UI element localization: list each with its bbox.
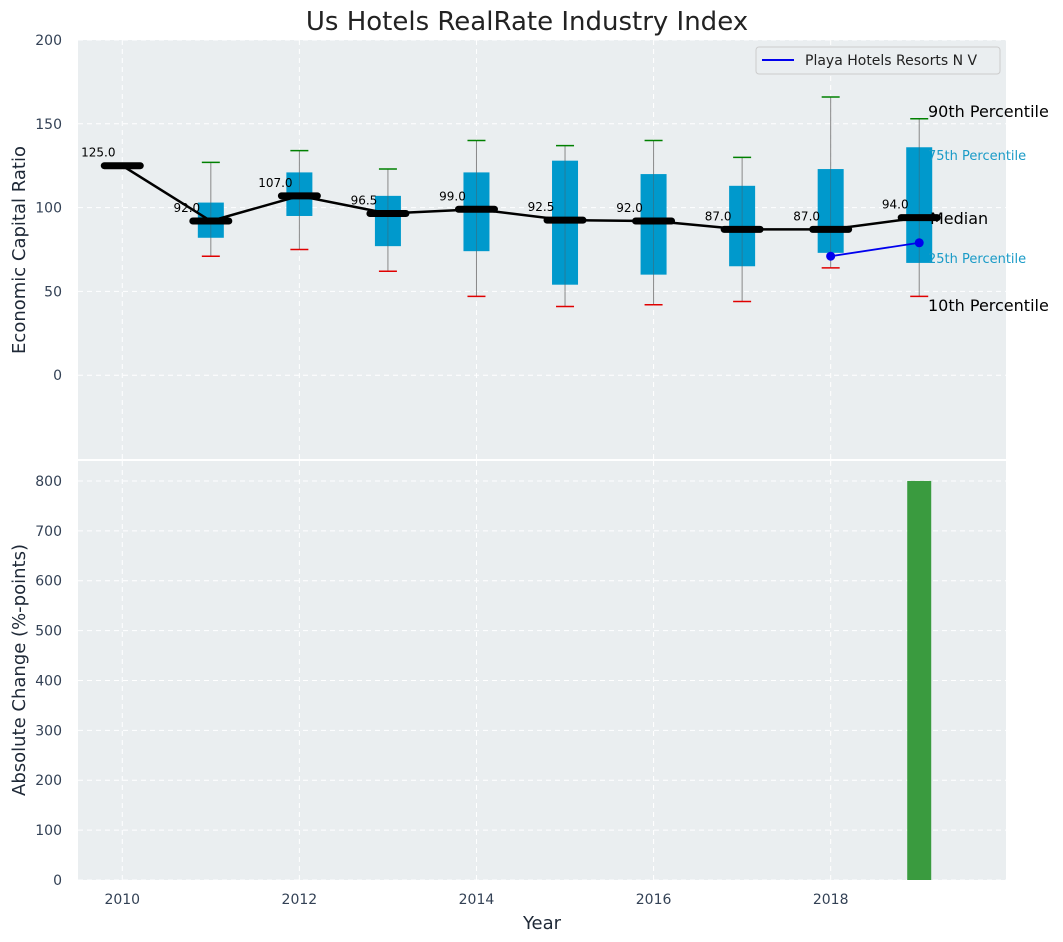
- chart-title: Us Hotels RealRate Industry Index: [306, 7, 748, 37]
- legend-box: [755, 46, 1001, 75]
- annotation-10th-percentile: 10th Percentile: [928, 296, 1049, 315]
- top-panel-background: [78, 40, 1006, 459]
- bottom-y-axis-title: Absolute Change (%-points): [9, 544, 30, 796]
- median-value-label: 92.0: [616, 201, 643, 215]
- annotation-median: Median: [930, 209, 988, 228]
- median-value-label: 94.0: [882, 198, 909, 212]
- annotation-90th-percentile: 90th Percentile: [928, 102, 1049, 121]
- x-tick-label: 2014: [459, 892, 495, 908]
- median-labels: 125.0 92.0 107.0 96.5 99.0 92.5 92.0 87.0 87.0 94…: [81, 146, 908, 224]
- x-tick-label: 2010: [104, 892, 140, 908]
- median-value-label: 87.0: [705, 209, 732, 223]
- x-tick-label: 2016: [636, 892, 672, 908]
- x-tick-labels: 2010 2012 2014 2016 2018: [104, 892, 848, 908]
- top-y-tick-label: 0: [53, 368, 62, 384]
- bottom-panel-grid: [78, 461, 1006, 881]
- company-series-point: [826, 251, 836, 261]
- annotation-25th-percentile: 25th Percentile: [928, 252, 1026, 267]
- top-panel-grid: [78, 39, 1006, 459]
- change-bars: [907, 480, 932, 880]
- bottom-y-tick-label: 200: [35, 773, 62, 789]
- x-tick-label: 2012: [282, 892, 318, 908]
- median-trend-line: [121, 164, 920, 231]
- bottom-y-tick-label: 700: [35, 524, 62, 540]
- bottom-y-tick-label: 300: [35, 723, 62, 739]
- bottom-y-tick-label: 500: [35, 624, 62, 640]
- top-y-tick-label: 150: [35, 117, 62, 133]
- median-value-label: 92.5: [528, 200, 555, 214]
- top-y-tick-label: 50: [44, 284, 62, 300]
- median-value-label: 99.0: [439, 189, 466, 203]
- median-value-label: 107.0: [258, 176, 292, 190]
- median-value-label: 125.0: [81, 146, 115, 160]
- median-value-label: 96.5: [351, 193, 378, 207]
- bottom-y-tick-label: 100: [35, 823, 62, 839]
- top-y-tick-label: 100: [35, 201, 62, 217]
- legend-entry: Playa Hotels Resorts N V: [805, 53, 978, 69]
- top-y-tick-label: 200: [35, 33, 62, 49]
- top-y-tick-labels: 0 50 100 150 200: [35, 33, 62, 384]
- legend: Playa Hotels Resorts N V: [755, 46, 1001, 75]
- series-lines: [100, 162, 941, 261]
- x-axis-title: Year: [522, 913, 562, 934]
- company-series-point: [914, 238, 924, 248]
- bottom-y-tick-label: 400: [35, 673, 62, 689]
- bottom-y-tick-label: 800: [35, 474, 62, 490]
- bottom-y-tick-label: 0: [53, 873, 62, 889]
- median-value-label: 87.0: [793, 209, 820, 223]
- annotation-75th-percentile: 75th Percentile: [928, 149, 1026, 164]
- median-value-label: 92.0: [173, 201, 200, 215]
- x-tick-label: 2018: [813, 892, 849, 908]
- company-series-line: [830, 241, 920, 258]
- bottom-y-tick-label: 600: [35, 574, 62, 590]
- change-bar: [907, 480, 932, 880]
- bottom-y-tick-labels: 0 100 200 300 400 500 600 700 800: [35, 474, 62, 889]
- top-y-axis-title: Economic Capital Ratio: [9, 146, 30, 354]
- bottom-panel-background: [78, 461, 1006, 880]
